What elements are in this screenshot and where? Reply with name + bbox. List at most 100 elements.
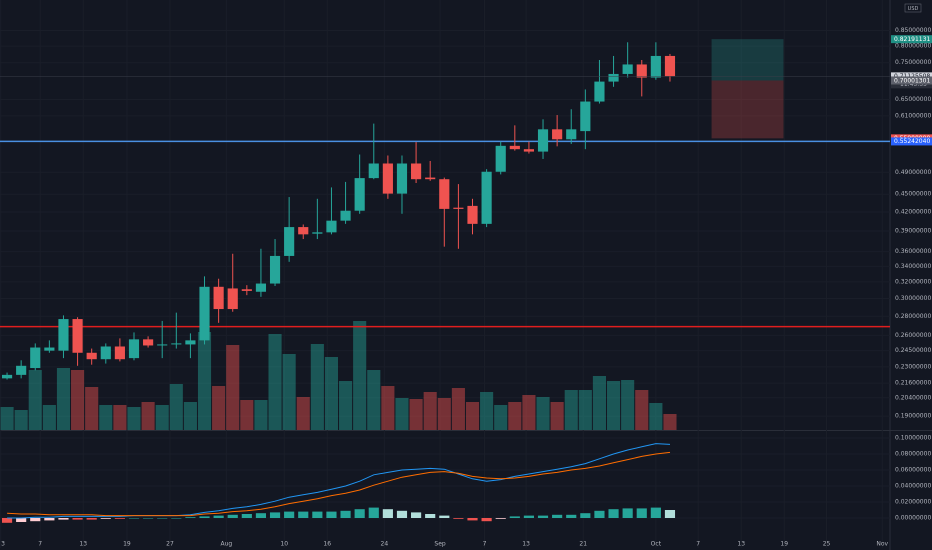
candle-body <box>72 319 83 353</box>
volume-bar <box>508 402 522 430</box>
y-tick-label: 0.39000000 <box>895 228 931 235</box>
candle-body <box>227 288 238 310</box>
candle-body <box>439 179 450 209</box>
macd-histogram-bar <box>16 518 27 522</box>
candle-body <box>171 343 182 345</box>
x-tick-label: 7 <box>38 541 42 548</box>
volume-bar <box>409 399 423 430</box>
candle-body <box>100 346 111 360</box>
candle-body <box>241 289 252 291</box>
macd-histogram-bar <box>58 518 69 520</box>
price-label-box <box>891 72 932 81</box>
price-label: 0.55242040 <box>894 138 930 145</box>
volume-bar <box>353 321 367 430</box>
volume-bar <box>42 405 56 430</box>
volume-bar <box>550 402 564 430</box>
macd-histogram-bar <box>622 508 633 518</box>
macd-histogram-bar <box>157 518 168 519</box>
x-tick-label: 7 <box>696 541 700 548</box>
x-tick-label: Nov <box>876 541 888 548</box>
x-tick-label: 13 <box>737 541 745 548</box>
volume-bar <box>169 384 183 430</box>
x-tick-label: Oct <box>651 541 662 548</box>
candle-body <box>636 64 647 78</box>
macd-histogram-bar <box>566 514 577 518</box>
volume-bar <box>635 390 649 430</box>
candle-body <box>298 227 309 235</box>
candle-body <box>608 73 619 82</box>
macd-histogram-bar <box>185 517 196 518</box>
candle-body <box>213 286 224 310</box>
candle-body <box>30 347 41 369</box>
candle-body <box>255 283 267 292</box>
volume-bar <box>621 380 635 430</box>
macd-histogram-bar <box>396 510 408 518</box>
position-stop <box>711 80 784 139</box>
volume-bar <box>536 397 550 430</box>
volume-bar <box>212 386 226 430</box>
macd-histogram-bar <box>608 509 619 518</box>
x-tick-label: 16 <box>323 541 331 548</box>
macd-histogram-bar <box>552 514 563 518</box>
volume-bar <box>324 357 339 430</box>
volume-bar <box>141 402 155 430</box>
macd-histogram-bar <box>425 514 436 518</box>
candle-body <box>114 346 125 360</box>
macd-histogram-bar <box>664 510 676 518</box>
candle-body <box>495 145 506 172</box>
volume-bar <box>296 397 310 430</box>
candle-body <box>312 232 323 234</box>
candle-body <box>368 163 379 179</box>
y-tick-label: 0.85000000 <box>895 27 931 34</box>
macd-tick-label: 0.04000000 <box>895 483 931 490</box>
price-label-box <box>891 76 932 85</box>
macd-histogram-bar <box>1 518 13 523</box>
macd-histogram-bar <box>537 515 549 518</box>
y-tick-label: 0.34000000 <box>895 263 931 270</box>
y-tick-label: 0.23000000 <box>895 363 931 370</box>
price-label-box <box>891 137 932 146</box>
volume-bar <box>451 388 465 430</box>
price-label: 0.70001301 <box>894 77 930 84</box>
candle-body <box>58 319 69 351</box>
macd-histogram-bar <box>30 518 41 522</box>
candle-body <box>650 55 661 78</box>
volume-bar <box>0 407 14 430</box>
candle-body <box>537 129 549 152</box>
volume-bar <box>28 370 42 430</box>
macd-histogram-bar <box>100 518 111 519</box>
macd-histogram-bar <box>580 513 591 518</box>
volume-bar <box>71 370 85 430</box>
macd-histogram-bar <box>594 510 605 518</box>
x-tick-label: 24 <box>381 541 389 548</box>
macd-histogram-bar <box>453 518 464 519</box>
macd-histogram-bar <box>481 518 492 522</box>
macd-histogram-bar <box>227 514 238 518</box>
x-tick-label: Sep <box>434 541 446 548</box>
macd-tick-label: 0.06000000 <box>895 467 931 474</box>
macd-histogram-bar <box>86 518 97 520</box>
macd-histogram-bar <box>354 509 365 518</box>
candle-body <box>354 178 365 211</box>
macd-histogram-bar <box>143 518 154 519</box>
y-tick-label: 0.42000000 <box>895 208 931 215</box>
candle-body <box>396 163 408 194</box>
volume-bar <box>127 407 141 430</box>
volume-bar <box>310 344 324 430</box>
price-label-box <box>891 35 932 44</box>
volume-bar <box>465 402 480 430</box>
macd-histogram-bar <box>114 518 125 519</box>
macd-tick-label: 0.08000000 <box>895 451 931 458</box>
currency-box <box>904 3 922 13</box>
price-label: 0.82191131 <box>894 36 930 43</box>
macd-line <box>7 443 671 519</box>
y-tick-label: 0.49000000 <box>895 169 931 176</box>
y-tick-label: 0.21600000 <box>895 380 931 387</box>
y-tick-label: 0.32000000 <box>895 278 931 285</box>
candle-body <box>552 129 563 140</box>
x-tick-label: 3 <box>1 541 5 548</box>
y-tick-label: 0.65000000 <box>895 96 931 103</box>
volume-bar <box>606 381 621 430</box>
